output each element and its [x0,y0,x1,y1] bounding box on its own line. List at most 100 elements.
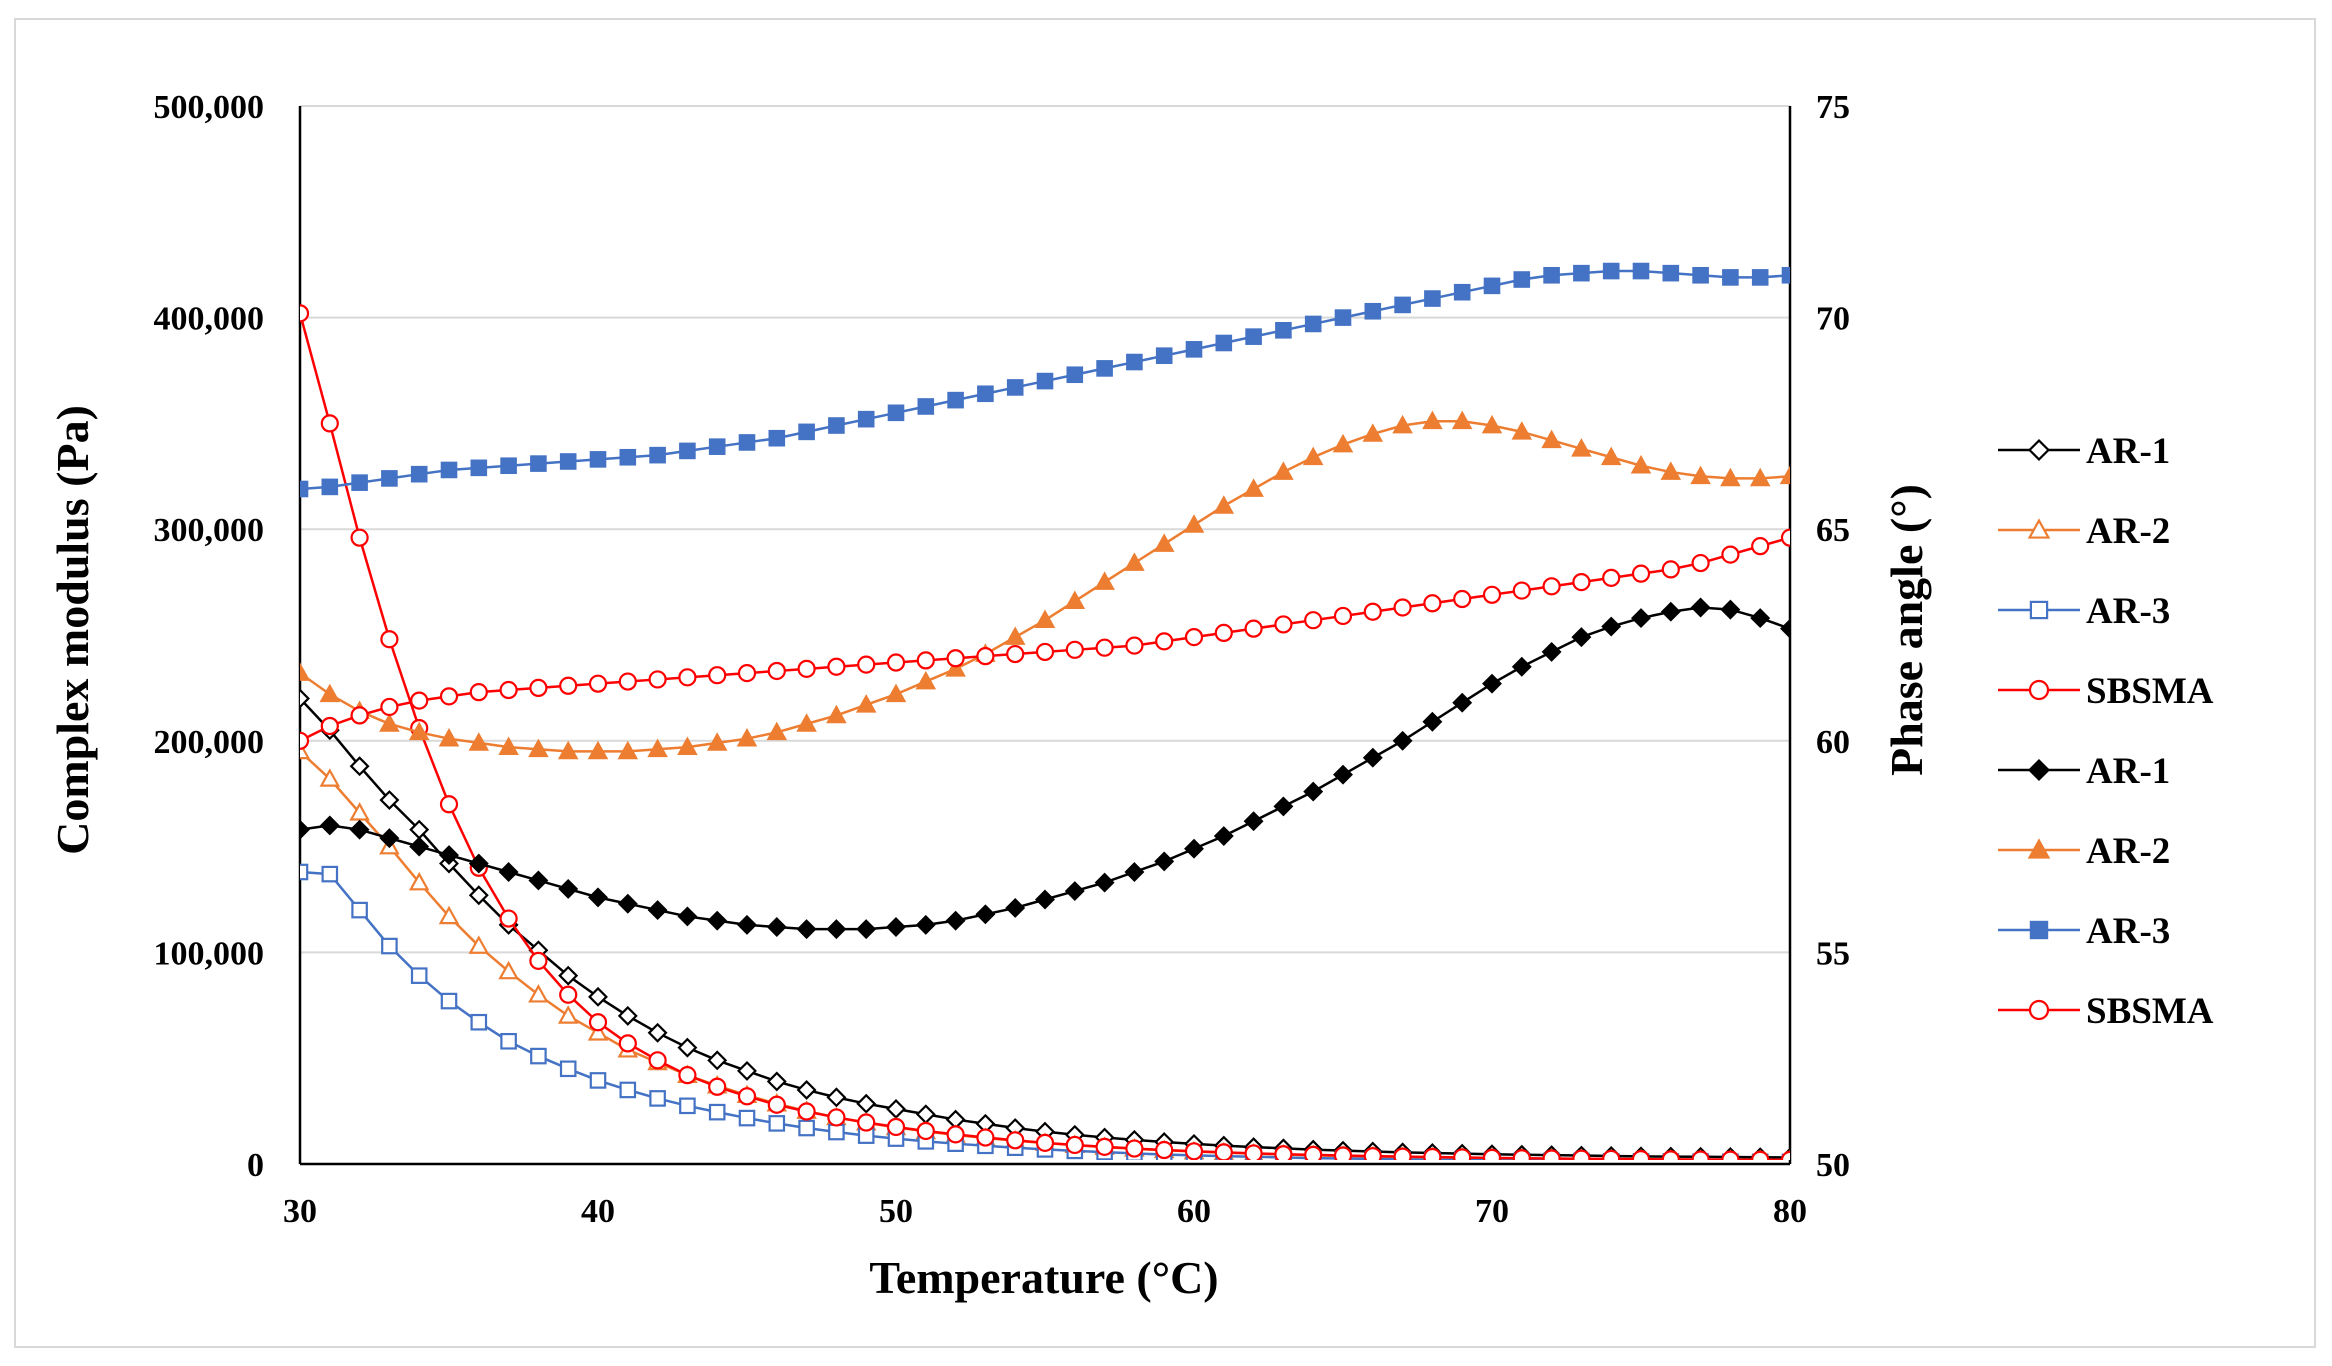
data-point [381,470,398,487]
data-point [1423,594,1442,613]
x-axis-title: Temperature (°C) [869,1252,1218,1303]
legend-swatch-marker [2027,758,2051,782]
data-point [1304,315,1322,333]
data-point [1512,581,1531,600]
data-point [677,736,698,755]
data-point [1393,1147,1412,1160]
y2-tick-label: 70 [1816,301,1850,338]
data-point [410,465,428,483]
axes [298,106,1792,1166]
data-point [766,917,787,937]
data-point [1213,495,1235,514]
data-point [649,1090,666,1107]
series-ar-2-modulus [300,740,1790,1160]
data-point [1185,341,1203,358]
data-point [438,905,460,925]
data-point [1572,572,1591,592]
data-point [1750,608,1771,629]
data-point [1660,461,1682,480]
data-point [827,657,846,676]
data-point [440,992,458,1010]
data-point [1631,608,1651,629]
data-point [380,697,399,717]
data-point [737,663,757,683]
legend-swatch-marker [2028,679,2050,701]
data-point [648,670,667,689]
data-point [408,871,430,891]
data-point [300,662,311,681]
data-point [617,1005,638,1026]
data-point [708,1077,727,1096]
data-point [1511,656,1532,677]
data-point [1631,1150,1651,1160]
legend-entry: AR-2 [1998,511,2170,552]
data-point [589,451,607,468]
data-point [1243,811,1264,832]
data-point [826,1087,847,1108]
data-point [1781,266,1790,284]
y2-tick-label: 65 [1816,512,1850,549]
data-point [708,1103,726,1121]
data-point [558,965,579,986]
y2-axis-title: Phase angle (°) [1881,484,1932,776]
data-point [1394,296,1411,314]
data-point [470,1013,488,1031]
data-point [1779,465,1790,485]
data-point [1452,692,1473,713]
data-point [1034,609,1056,629]
data-point [300,304,310,323]
data-point [1362,747,1383,768]
data-point [737,1060,757,1081]
series-ar-1-phase [300,597,1790,940]
data-point [588,986,608,1007]
series-line [300,870,1612,1160]
data-point [916,1121,935,1141]
x-tick-label: 80 [1773,1193,1807,1230]
data-point [677,906,698,927]
data-point [1213,826,1234,846]
legend-label: AR-1 [2086,431,2170,472]
data-point [381,937,398,955]
data-point [468,885,489,906]
data-point [349,756,370,777]
legend-label: SBSMA [2086,991,2214,1032]
legend-swatch-marker [2027,518,2051,539]
series-line [300,536,1790,742]
data-point [1094,571,1115,590]
data-point [498,736,519,755]
data-point [1751,269,1769,286]
data-point [1721,545,1740,564]
series-sbsma-phase [300,528,1790,750]
data-point [1483,277,1501,295]
data-point [1722,269,1739,286]
data-point [300,863,309,881]
data-point [1153,533,1175,552]
data-point [1482,673,1502,694]
data-point [559,453,577,470]
data-point [767,661,786,681]
data-point [1214,1143,1233,1160]
series-line [300,750,1790,1160]
y-tick-label: 300,000 [154,512,265,549]
data-point [379,790,400,811]
data-point [1095,638,1114,657]
data-point [1362,423,1384,442]
data-point [1155,347,1173,364]
data-point [1243,478,1264,497]
data-point [1720,599,1741,620]
data-point [737,914,757,935]
legend-swatch-marker [2028,999,2050,1021]
data-point [619,448,637,466]
tick-labels: 30 40 50 60 70 80 0 100,000 200,000 300,000 400,00… [154,89,1851,1230]
data-point [766,1071,787,1092]
data-point [1274,615,1293,634]
data-point [1066,366,1084,384]
data-point [498,862,519,882]
data-point [468,935,490,954]
data-point [1035,889,1055,910]
data-point [1302,446,1324,466]
data-point [1631,564,1651,583]
data-point [1511,421,1533,440]
data-point [559,1060,577,1078]
data-point [1155,632,1174,651]
